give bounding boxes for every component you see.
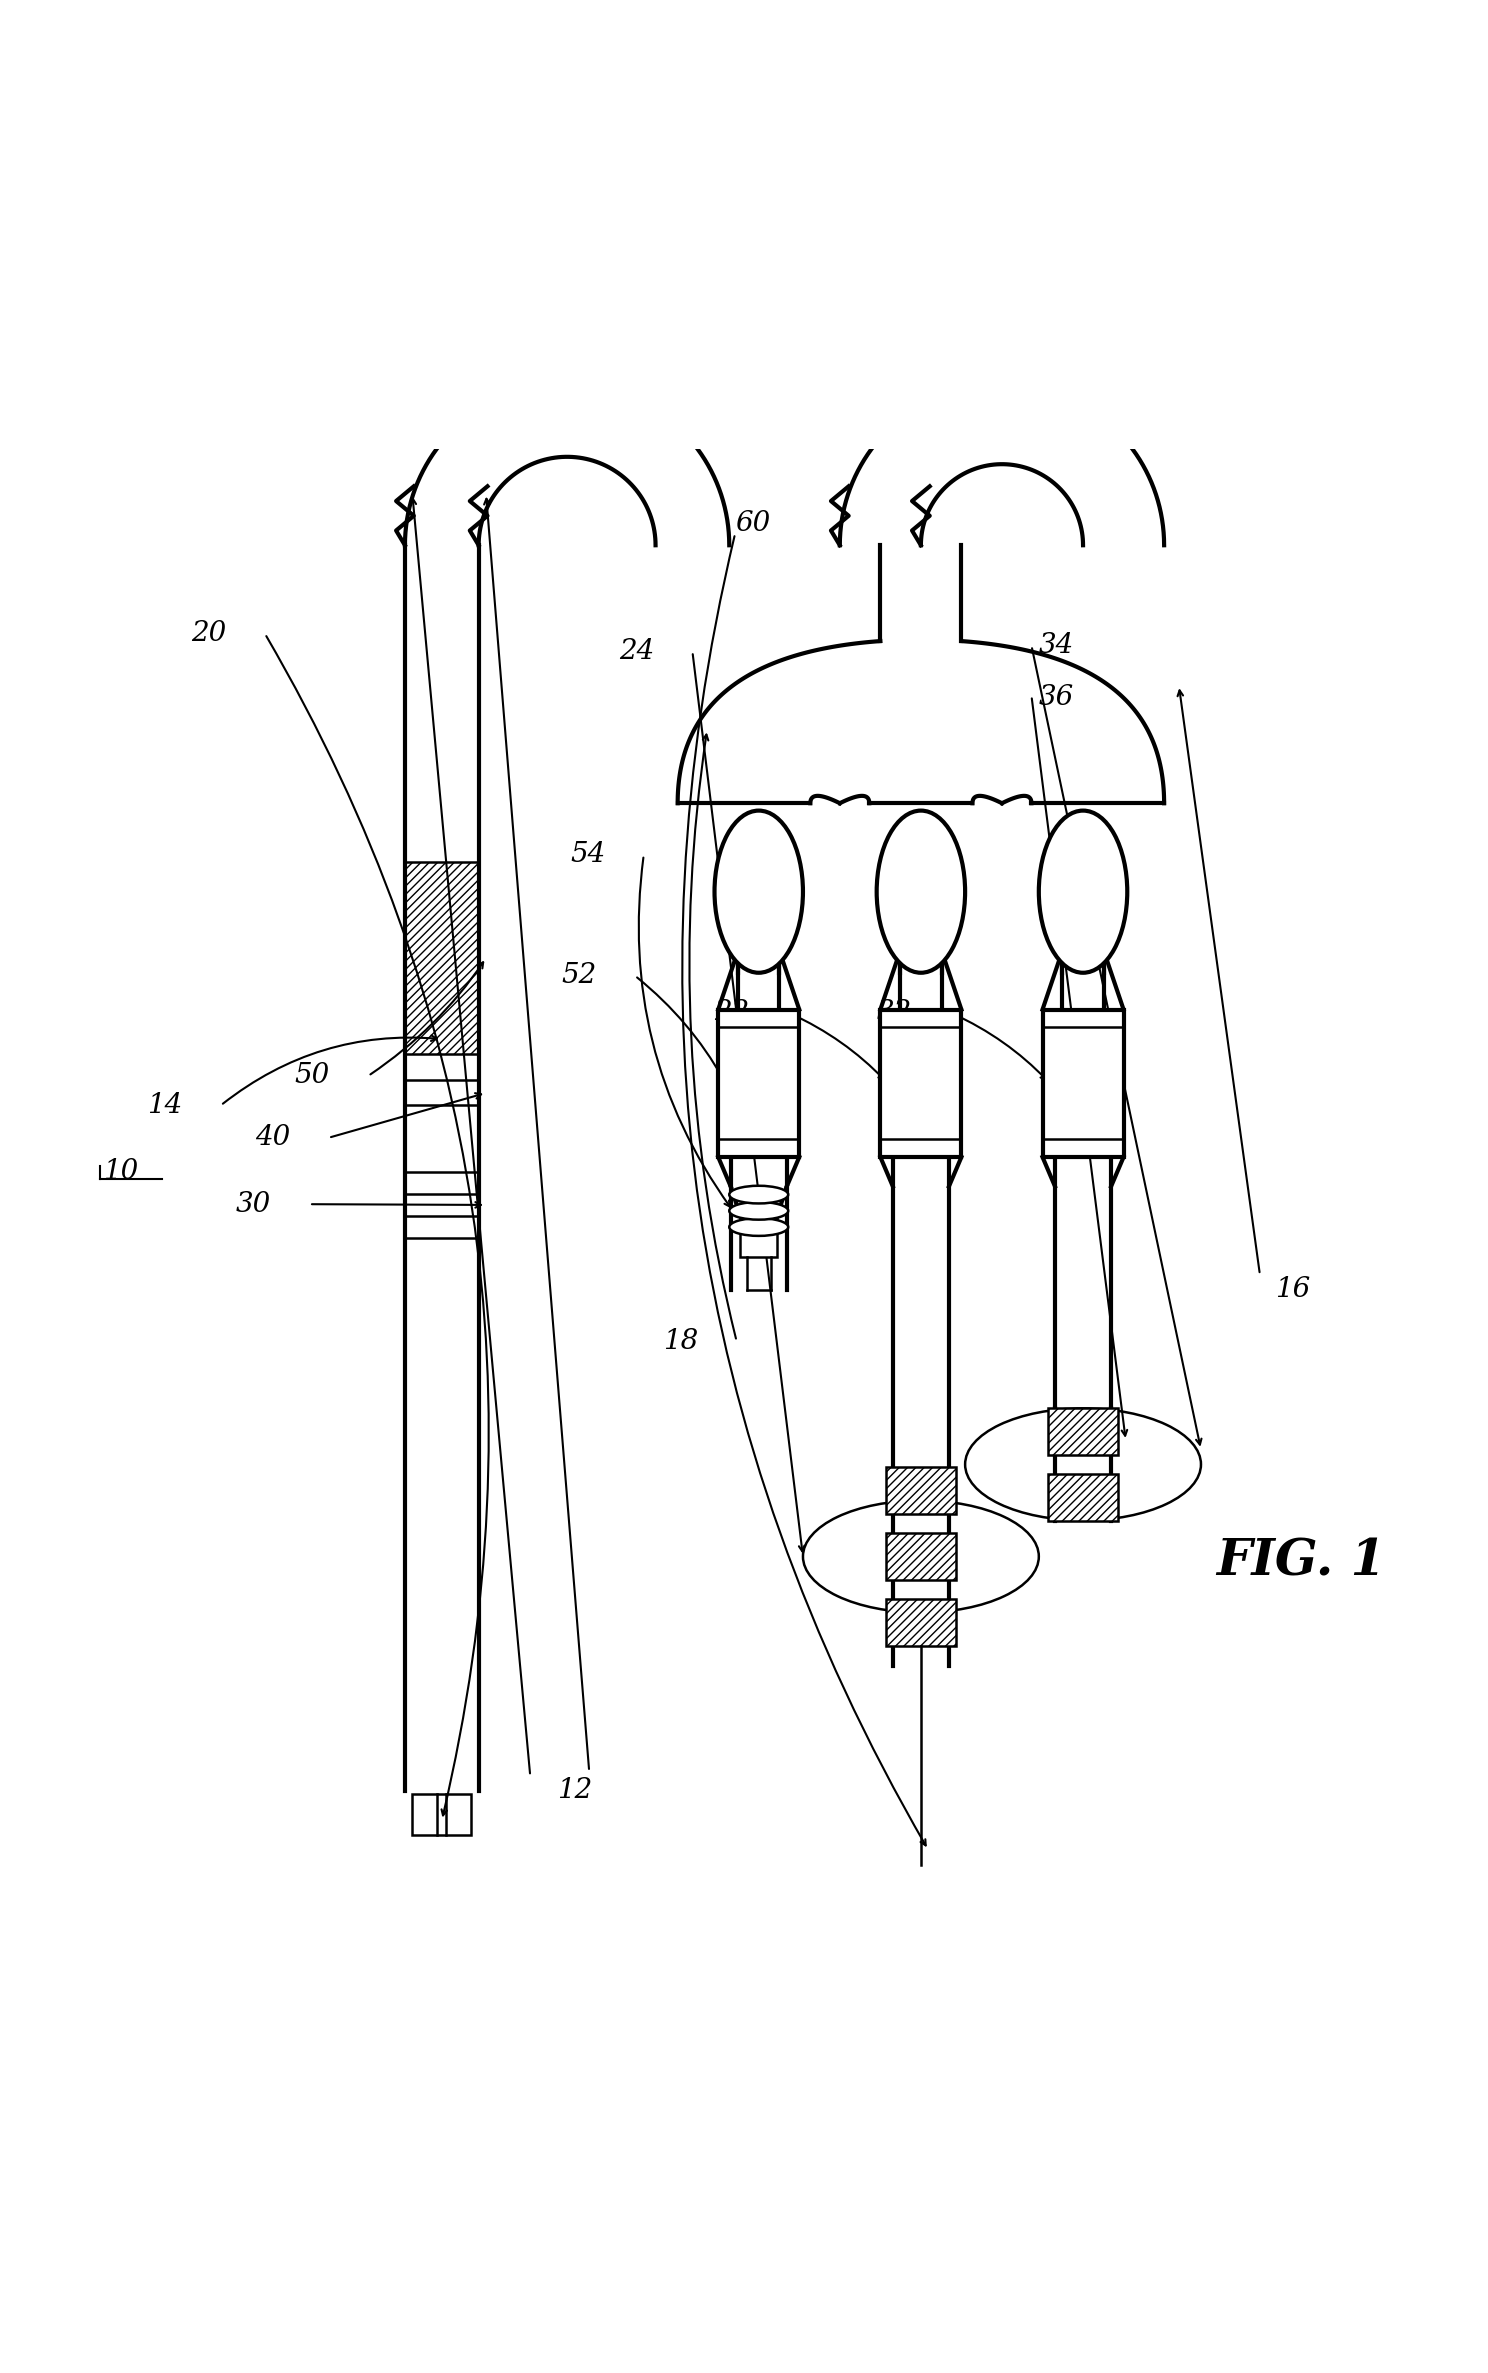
Ellipse shape bbox=[729, 1186, 789, 1203]
Bar bbox=[885, 1533, 957, 1580]
Text: 50: 50 bbox=[295, 1063, 330, 1089]
Bar bbox=[1048, 1474, 1119, 1521]
Bar bbox=[1043, 1009, 1123, 1158]
Bar bbox=[719, 1009, 799, 1158]
Bar bbox=[885, 1599, 957, 1647]
Text: FIG. 1: FIG. 1 bbox=[1216, 1538, 1385, 1588]
Text: 32: 32 bbox=[876, 999, 912, 1025]
Bar bbox=[1048, 1407, 1119, 1455]
Text: 10: 10 bbox=[103, 1158, 138, 1184]
Ellipse shape bbox=[729, 1203, 789, 1220]
Text: 12: 12 bbox=[557, 1777, 592, 1803]
Ellipse shape bbox=[714, 812, 804, 973]
Ellipse shape bbox=[1039, 812, 1128, 973]
Bar bbox=[412, 1794, 472, 1834]
Text: 40: 40 bbox=[254, 1125, 290, 1151]
Text: 20: 20 bbox=[192, 619, 226, 648]
Bar bbox=[741, 1215, 777, 1258]
Bar bbox=[405, 1172, 479, 1194]
Text: 30: 30 bbox=[235, 1191, 271, 1217]
Text: 60: 60 bbox=[735, 510, 771, 536]
Bar bbox=[405, 1215, 479, 1239]
Text: 52: 52 bbox=[561, 961, 597, 990]
Text: 24: 24 bbox=[619, 638, 653, 664]
Ellipse shape bbox=[729, 1217, 789, 1236]
Text: 34: 34 bbox=[1039, 631, 1074, 660]
Text: 18: 18 bbox=[664, 1329, 698, 1355]
Text: 14: 14 bbox=[147, 1092, 182, 1120]
Bar bbox=[881, 1009, 961, 1158]
Text: 22: 22 bbox=[714, 999, 750, 1025]
Text: 16: 16 bbox=[1275, 1277, 1309, 1303]
Text: 36: 36 bbox=[1039, 683, 1074, 710]
Bar bbox=[405, 861, 479, 1054]
Ellipse shape bbox=[876, 812, 966, 973]
Bar bbox=[885, 1467, 957, 1514]
Text: 54: 54 bbox=[570, 842, 606, 869]
